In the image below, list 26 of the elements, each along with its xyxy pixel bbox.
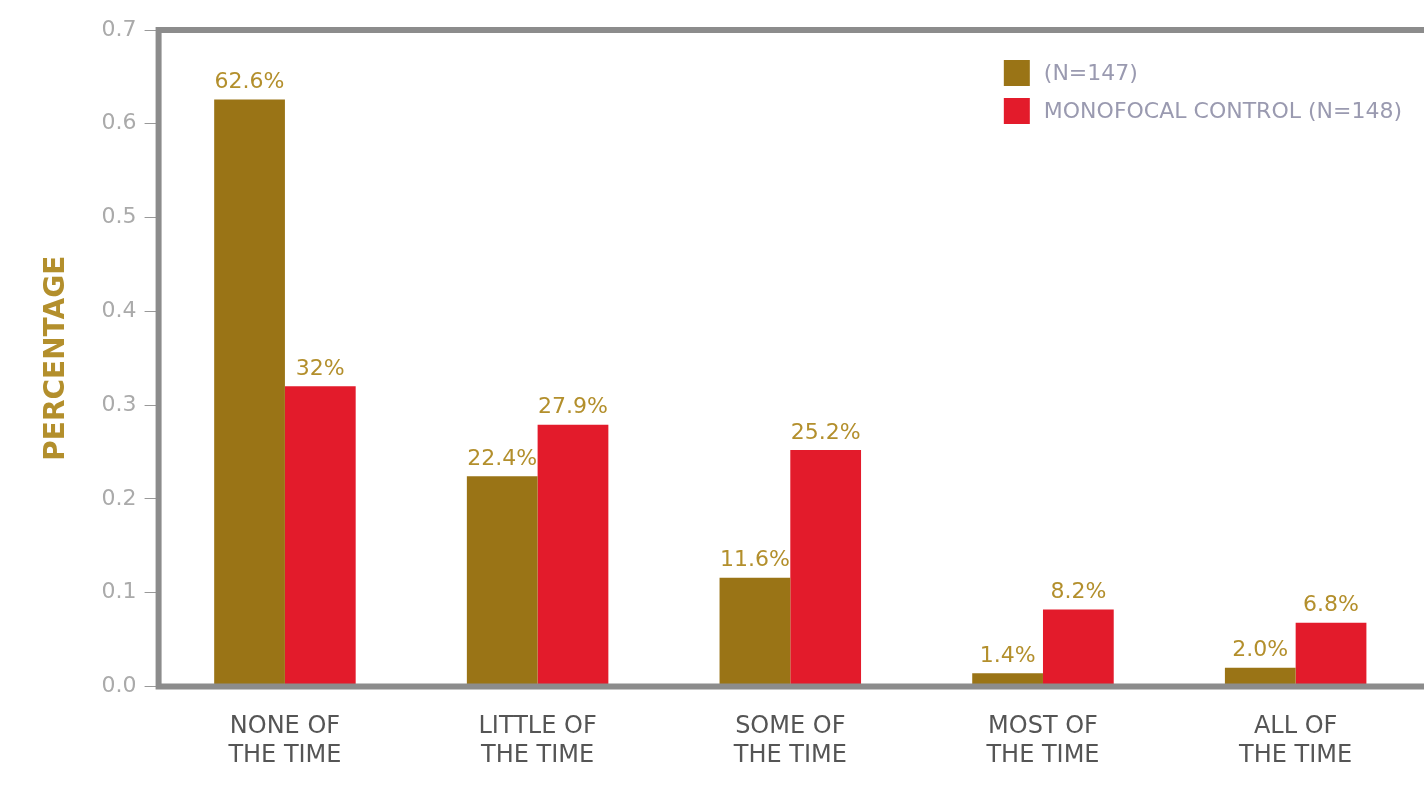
legend-label: MONOFOCAL CONTROL (N=148) — [1043, 97, 1403, 123]
y-tick-label: 0.6 — [101, 109, 137, 135]
x-tick-label: SOME OF THE TIME — [732, 711, 847, 768]
x-tick-label: ALL OF THE TIME — [1238, 711, 1353, 768]
y-tick-label: 0.4 — [101, 297, 137, 323]
y-axis-title: PERCENTAGE — [38, 255, 72, 461]
y-tick-label: 0.0 — [101, 672, 137, 698]
data-label: 27.9% — [538, 393, 608, 419]
data-label: 11.6% — [719, 546, 790, 572]
x-tick-label: LITTLE OF THE TIME — [478, 711, 597, 768]
x-tick-label: NONE OF THE TIME — [227, 711, 342, 768]
data-label: 2.0% — [1232, 636, 1289, 662]
data-label: 25.2% — [790, 418, 861, 444]
data-label: 32% — [295, 355, 345, 381]
data-label: 22.4% — [467, 445, 538, 471]
data-label: 8.2% — [1050, 578, 1107, 604]
x-tick-label: MOST OF THE TIME — [985, 711, 1100, 768]
data-label: 62.6% — [214, 68, 285, 94]
data-label: 6.8% — [1303, 591, 1359, 617]
y-tick-label: 0.2 — [101, 484, 137, 510]
y-tick-label: 0.3 — [101, 390, 137, 416]
y-tick-label: 0.5 — [101, 203, 137, 229]
y-tick-label: 0.7 — [101, 15, 137, 41]
y-tick-label: 0.1 — [101, 578, 137, 604]
legend-label: (N=147) — [1043, 59, 1138, 85]
data-label: 1.4% — [979, 641, 1036, 667]
